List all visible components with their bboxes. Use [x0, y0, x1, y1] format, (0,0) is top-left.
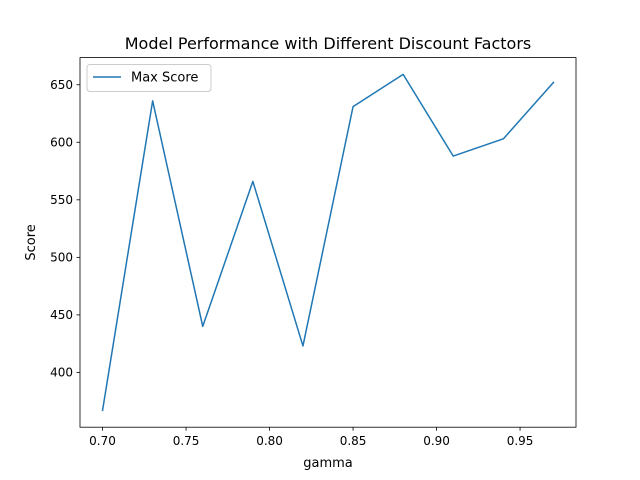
x-tick-label: 0.95 — [507, 434, 534, 448]
y-axis-ticks: 400 450 500 550 600 650 — [50, 78, 80, 380]
chart-title: Model Performance with Different Discoun… — [125, 34, 531, 53]
x-axis-ticks: 0.70 0.75 0.80 0.85 0.90 0.95 — [89, 427, 533, 448]
plot-frame — [79, 57, 577, 428]
y-tick-label: 650 — [50, 78, 73, 92]
series-layer — [101, 73, 555, 412]
y-tick-label: 600 — [50, 136, 73, 150]
y-axis-label: Score — [24, 224, 39, 260]
y-tick-label: 550 — [50, 193, 73, 207]
x-tick-label: 0.70 — [89, 434, 116, 448]
x-tick-label: 0.85 — [340, 434, 367, 448]
y-tick-label: 500 — [50, 251, 73, 265]
legend-box — [86, 64, 212, 92]
series-line-max-score — [101, 73, 555, 412]
y-tick-label: 400 — [50, 366, 73, 380]
x-tick-label: 0.75 — [173, 434, 200, 448]
y-tick-label: 450 — [50, 308, 73, 322]
legend: Max Score — [86, 64, 212, 92]
legend-label-max-score: Max Score — [131, 71, 198, 86]
x-tick-label: 0.80 — [256, 434, 283, 448]
plot-area: 0.70 0.75 0.80 0.85 0.90 0.95 400 450 500 550 600… — [50, 57, 577, 448]
x-tick-label: 0.90 — [423, 434, 450, 448]
x-axis-label: gamma — [303, 456, 353, 471]
